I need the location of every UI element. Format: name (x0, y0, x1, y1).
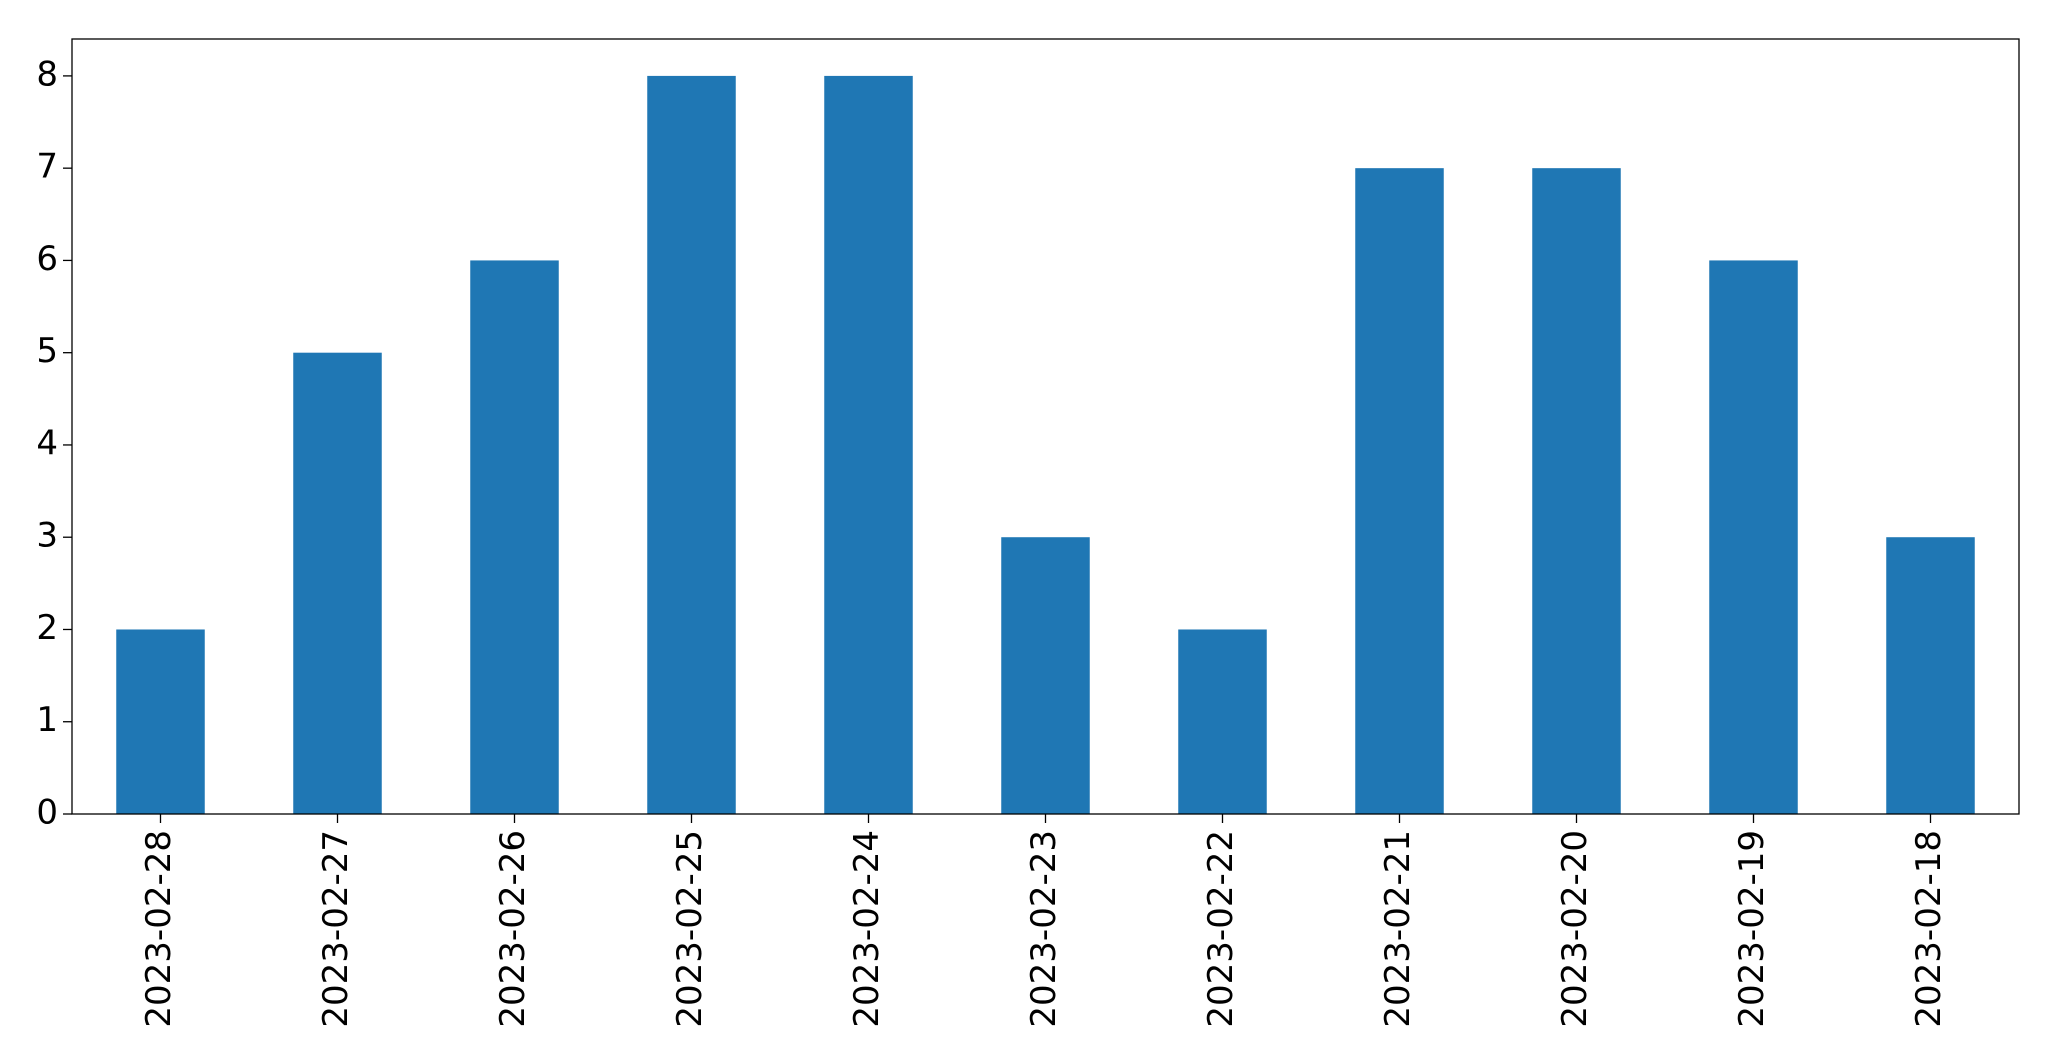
bar (824, 75, 913, 814)
bar (1886, 537, 1975, 814)
x-tick-label: 2023-02-27 (316, 830, 356, 1028)
y-tick-label: 0 (36, 793, 58, 833)
x-tick-label: 2023-02-19 (1732, 830, 1772, 1028)
y-tick-label: 5 (36, 331, 58, 371)
x-tick-label: 2023-02-18 (1909, 830, 1949, 1028)
bar (647, 75, 736, 814)
bar (293, 352, 382, 814)
plot-frame (71, 38, 2020, 815)
y-tick-label: 2 (36, 608, 58, 648)
x-tick-label: 2023-02-28 (139, 830, 179, 1028)
y-tick-label: 1 (36, 700, 58, 740)
x-tick-label: 2023-02-24 (847, 830, 887, 1028)
y-tick-label: 3 (36, 516, 58, 556)
bar (1532, 168, 1621, 814)
bar (470, 260, 559, 814)
x-tick-label: 2023-02-26 (493, 830, 533, 1028)
y-tick-label: 7 (36, 147, 58, 187)
bar (1709, 260, 1798, 814)
bar (1001, 537, 1090, 814)
y-tick-label: 8 (36, 54, 58, 94)
y-tick-label: 6 (36, 239, 58, 279)
bar (1355, 168, 1444, 814)
y-tick-label: 4 (36, 423, 58, 463)
x-tick-label: 2023-02-23 (1024, 830, 1064, 1028)
x-tick-label: 2023-02-22 (1201, 830, 1241, 1028)
x-tick-label: 2023-02-25 (670, 830, 710, 1028)
bar (1178, 629, 1267, 814)
bar (116, 629, 205, 814)
x-tick-label: 2023-02-20 (1555, 830, 1595, 1028)
x-tick-label: 2023-02-21 (1378, 830, 1418, 1028)
